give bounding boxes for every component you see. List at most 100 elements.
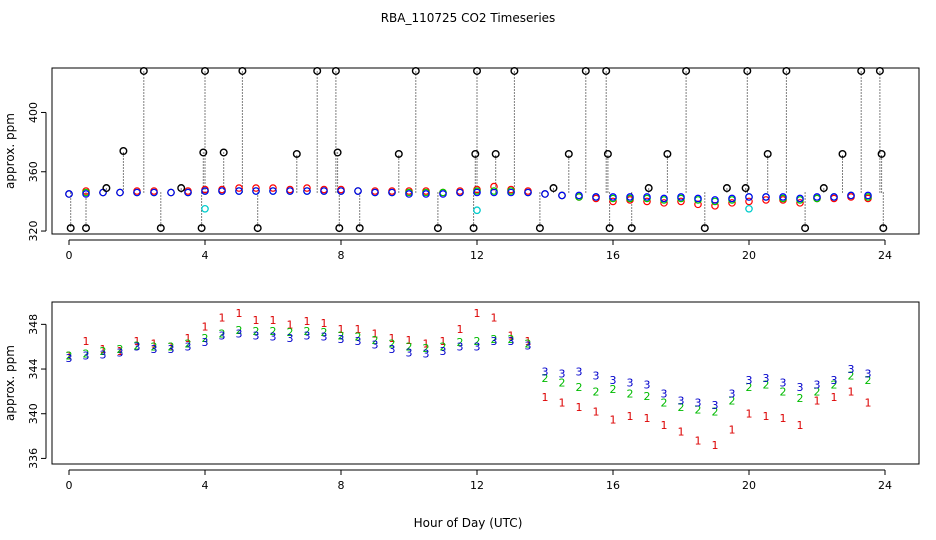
series-point xyxy=(660,194,668,203)
series-1-point: 1 xyxy=(661,419,668,432)
series-point xyxy=(269,184,277,192)
series-3-point: 3 xyxy=(491,335,498,348)
top-x-tick-label: 24 xyxy=(878,249,892,262)
series-3-point: 3 xyxy=(151,343,158,356)
top-x-tick-label: 8 xyxy=(338,249,345,262)
bottom-y-tick-label: 348 xyxy=(27,314,40,335)
series-3-point: 3 xyxy=(372,338,379,351)
series-2-point: 2 xyxy=(270,325,277,338)
series-point xyxy=(65,190,73,198)
series-point xyxy=(847,191,855,200)
series-point xyxy=(660,199,668,207)
series-point xyxy=(354,187,362,195)
series-point xyxy=(677,197,685,206)
series-2-point: 2 xyxy=(729,394,736,407)
outlier-point xyxy=(838,149,847,158)
outlier-point xyxy=(700,224,709,233)
top-y-tick-label: 400 xyxy=(27,102,40,123)
top-y-axis: 320 360 400 xyxy=(27,102,47,242)
series-2-point: 2 xyxy=(542,372,549,385)
top-marks xyxy=(65,66,888,233)
series-1-point: 1 xyxy=(593,405,600,418)
series-1-point: 1 xyxy=(151,337,158,350)
top-x-tick-label: 0 xyxy=(66,249,73,262)
series-2-point: 2 xyxy=(848,370,855,383)
series-point xyxy=(609,197,617,206)
outlier-point xyxy=(355,224,364,233)
outlier-point xyxy=(471,149,480,158)
bottom-y-tick-label: 340 xyxy=(27,403,40,424)
bottom-y-axis-label: approx. ppm xyxy=(3,345,17,421)
series-2-point: 2 xyxy=(610,383,617,396)
series-3-point: 3 xyxy=(814,379,821,392)
series-2-point: 2 xyxy=(457,336,464,349)
series-point xyxy=(150,188,158,197)
outlier-point xyxy=(741,184,750,193)
series-point xyxy=(864,191,872,200)
series-2-point: 2 xyxy=(338,330,345,343)
series-1-point: 1 xyxy=(321,317,328,330)
series-3-point: 3 xyxy=(474,341,481,354)
outlier-point xyxy=(510,66,519,75)
outlier-point xyxy=(743,66,752,75)
series-2-point: 2 xyxy=(304,325,311,338)
series-point xyxy=(507,188,515,197)
top-plot-frame xyxy=(51,67,920,235)
series-1-point: 1 xyxy=(389,332,396,345)
series-2-point: 2 xyxy=(508,333,515,346)
series-1-point: 1 xyxy=(355,323,362,336)
series-3-point: 3 xyxy=(508,335,515,348)
series-1-point: 1 xyxy=(508,330,515,343)
series-3-point: 3 xyxy=(236,327,243,340)
series-point xyxy=(728,194,736,203)
series-point xyxy=(405,190,413,198)
outlier-point xyxy=(879,224,888,233)
outlier-point xyxy=(491,149,500,158)
series-2-point: 2 xyxy=(525,337,532,350)
series-3-point: 3 xyxy=(202,336,209,349)
series-point xyxy=(252,184,260,192)
series-point xyxy=(558,191,566,200)
series-point xyxy=(490,188,498,197)
series-1-point: 1 xyxy=(185,332,192,345)
series-1-point: 1 xyxy=(678,426,685,439)
series-3-point: 3 xyxy=(440,345,447,358)
series-point xyxy=(796,199,804,207)
series-2-point: 2 xyxy=(287,326,294,339)
series-2-point: 2 xyxy=(389,337,396,350)
series-1-point: 1 xyxy=(219,312,226,325)
bottom-y-tick-label: 344 xyxy=(27,359,40,380)
series-point xyxy=(303,187,311,195)
series-point xyxy=(575,191,583,200)
top-x-tick-label: 12 xyxy=(470,249,484,262)
outlier-point xyxy=(857,66,866,75)
series-2-point: 2 xyxy=(372,334,379,347)
series-2-point: 2 xyxy=(151,341,158,354)
series-2-point: 2 xyxy=(355,331,362,344)
series-3-point: 3 xyxy=(797,381,804,394)
series-1-point: 1 xyxy=(576,401,583,414)
series-3-point: 3 xyxy=(848,363,855,376)
outlier-point xyxy=(238,66,247,75)
outlier-point xyxy=(156,224,165,233)
series-3-point: 3 xyxy=(559,368,566,381)
top-x-axis: 0 4 8 12 16 20 24 xyxy=(66,239,892,262)
outlier-point xyxy=(219,148,228,157)
series-1-point: 1 xyxy=(134,335,141,348)
outlier-point xyxy=(722,184,731,193)
series-2-point: 2 xyxy=(100,345,107,358)
series-point xyxy=(745,193,753,201)
series-3-point: 3 xyxy=(542,365,549,378)
series-3-point: 3 xyxy=(729,388,736,401)
bottom-plot-frame xyxy=(51,301,920,465)
outlier-point xyxy=(564,149,573,158)
series-point xyxy=(388,188,396,197)
series-2-point: 2 xyxy=(253,325,260,338)
outlier-point xyxy=(313,66,322,75)
series-3-point: 3 xyxy=(780,376,787,389)
series-3-point: 3 xyxy=(610,374,617,387)
series-2-point: 2 xyxy=(185,337,192,350)
series-point xyxy=(694,194,702,203)
outlier-point xyxy=(877,149,886,158)
